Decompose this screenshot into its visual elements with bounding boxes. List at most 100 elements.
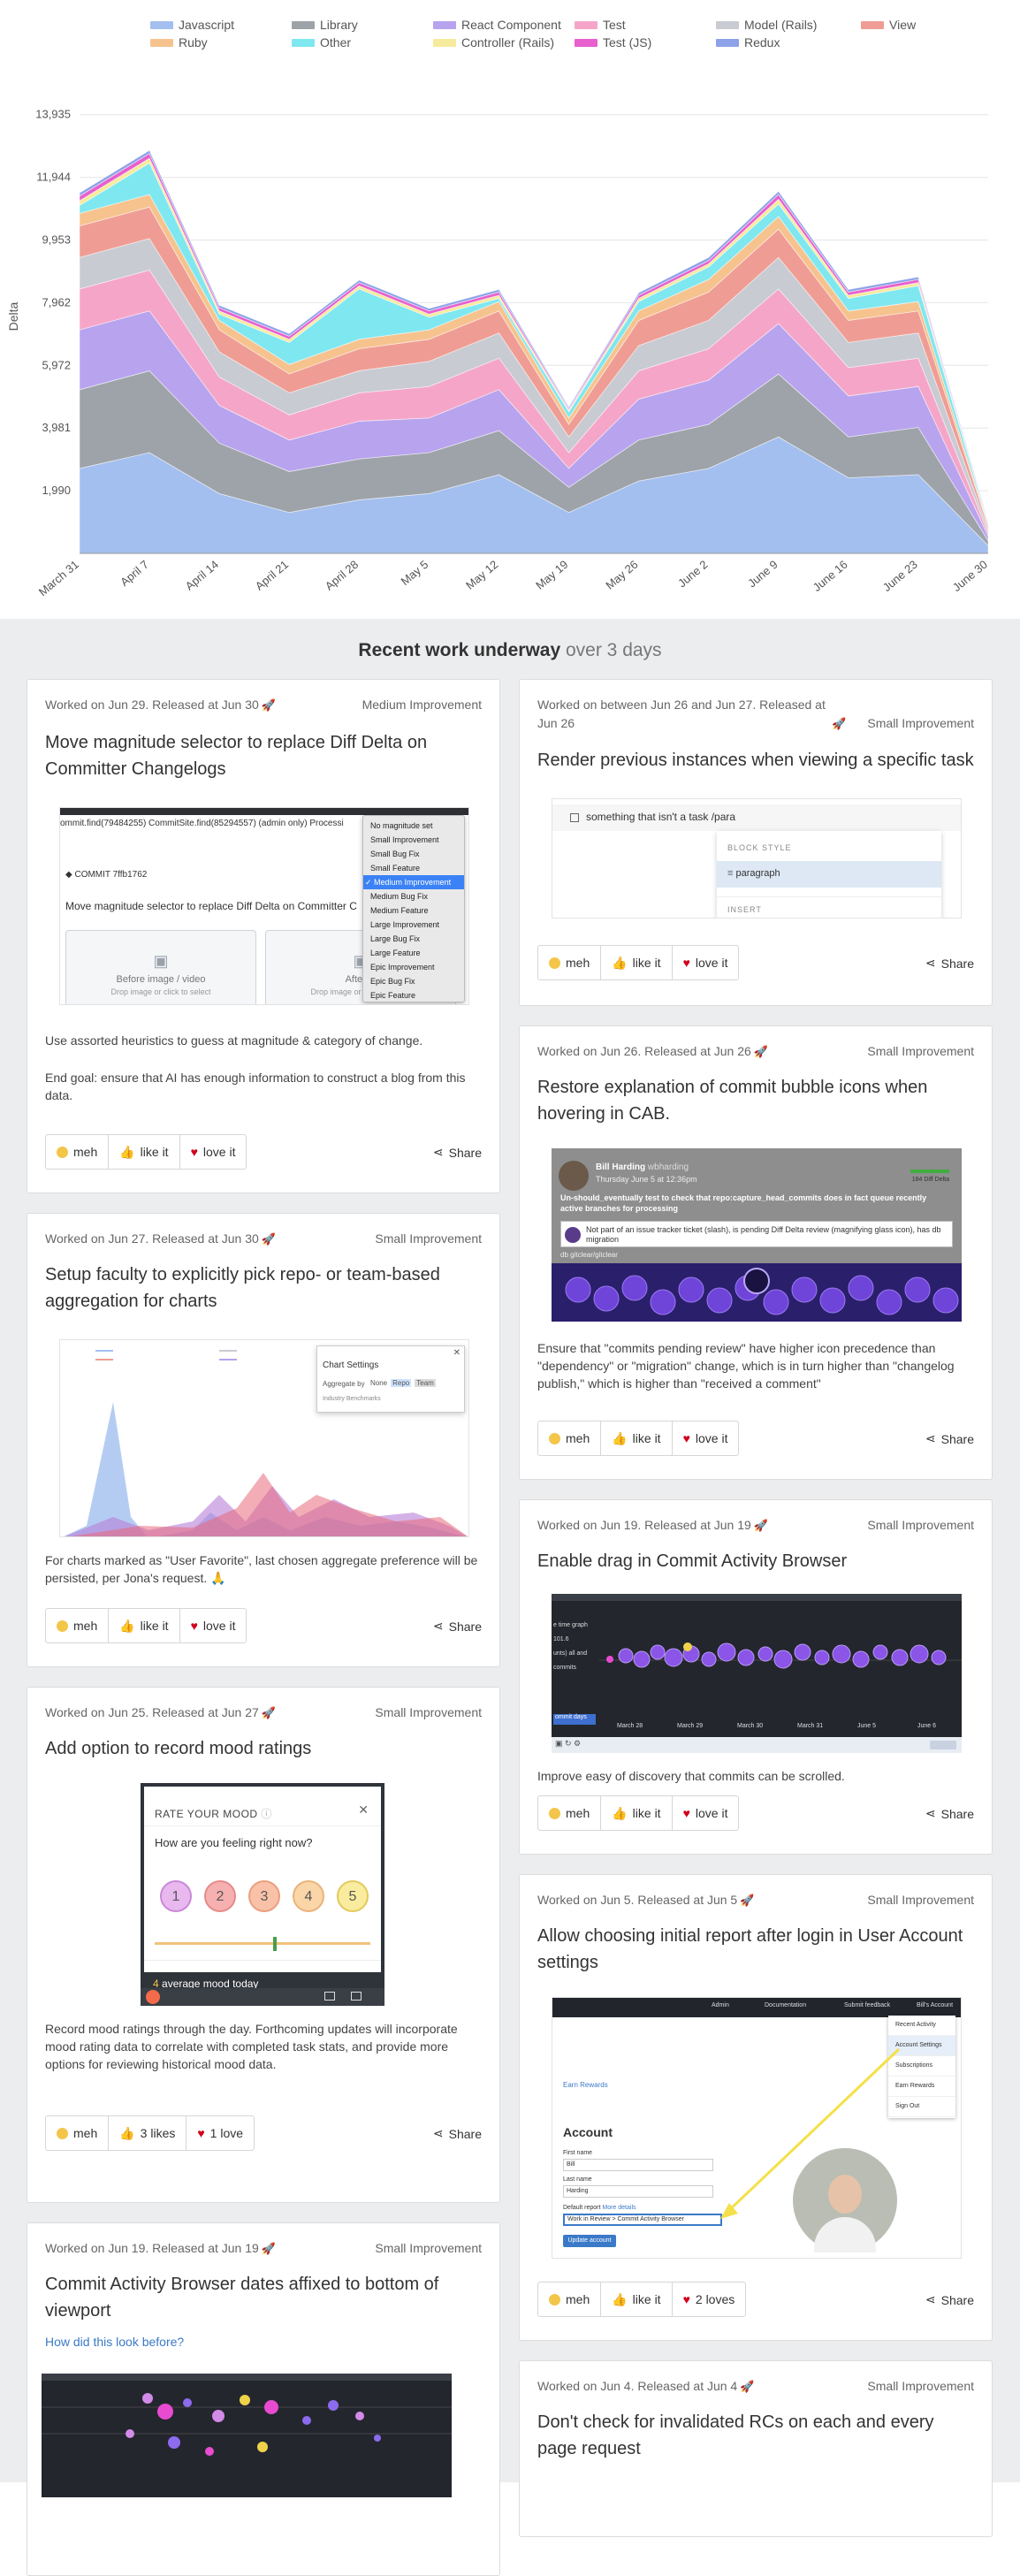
share-button[interactable]: ⋖ Share: [925, 2292, 974, 2307]
meh-button[interactable]: meh: [538, 2283, 602, 2316]
card-kind: Medium Improvement: [362, 697, 482, 712]
love-button[interactable]: ♥ 2 loves: [682, 2292, 735, 2306]
love-button[interactable]: ♥ 1 love: [197, 2126, 244, 2140]
bubble-timeline: [42, 2393, 452, 2456]
card-kind: Small Improvement: [867, 1518, 974, 1532]
like-button[interactable]: 👍 like it: [601, 2283, 673, 2316]
love-button[interactable]: ♥ love it: [682, 1806, 728, 1820]
default-report-select[interactable]: Work in Review > Commit Activity Browser: [563, 2214, 722, 2226]
y-tick-label: 13,935: [35, 108, 71, 121]
love-button[interactable]: ♥ love it: [190, 1619, 236, 1633]
mood-option-3[interactable]: 3: [248, 1880, 280, 1912]
legend-item[interactable]: Test (JS): [575, 35, 651, 50]
magnitude-option[interactable]: No magnitude set: [370, 821, 433, 830]
legend-item[interactable]: React Component: [433, 18, 561, 32]
like-button[interactable]: 👍 like it: [601, 946, 673, 979]
nav-item[interactable]: Admin: [712, 2002, 729, 2008]
last-name-field[interactable]: Harding: [563, 2185, 713, 2198]
magnitude-option[interactable]: Medium Bug Fix: [370, 892, 429, 901]
meh-button[interactable]: meh: [538, 946, 602, 979]
meh-button[interactable]: meh: [538, 1421, 602, 1455]
magnitude-option[interactable]: Epic Bug Fix: [370, 977, 415, 986]
card-title: Don't check for invalidated RCs on each …: [537, 2412, 934, 2458]
close-icon[interactable]: ✕: [358, 1802, 369, 1817]
magnitude-option[interactable]: Medium Feature: [370, 906, 429, 915]
legend-item[interactable]: Ruby: [150, 35, 208, 50]
mood-option-2[interactable]: 2: [204, 1880, 236, 1912]
mood-option-1[interactable]: 1: [160, 1880, 192, 1912]
legend-item[interactable]: Controller (Rails): [433, 35, 554, 50]
meh-face-icon: [57, 2127, 68, 2139]
earn-rewards-link[interactable]: Earn Rewards: [563, 2081, 608, 2089]
heart-icon: ♥: [190, 1145, 198, 1159]
like-button[interactable]: 👍 like it: [601, 1421, 673, 1455]
section-title-muted: over 3 days: [560, 640, 662, 660]
share-button[interactable]: ⋖ Share: [925, 1806, 974, 1821]
legend-swatch: [575, 38, 598, 47]
nav-item[interactable]: Bill's Account: [917, 2002, 954, 2008]
account-menu-item[interactable]: Recent Activity: [888, 2016, 955, 2036]
card-desc: For charts marked as "User Favorite", la…: [45, 1553, 478, 1585]
cab-date-label: June 6: [917, 1723, 937, 1729]
legend-item[interactable]: Model (Rails): [716, 18, 817, 32]
first-name-field[interactable]: Bill: [563, 2159, 713, 2171]
card-title: Move magnitude selector to replace Diff …: [45, 733, 428, 779]
mood-option-4[interactable]: 4: [293, 1880, 324, 1912]
like-button[interactable]: 👍 3 likes: [109, 2116, 187, 2150]
nav-item[interactable]: Documentation: [765, 2002, 807, 2008]
before-look-link[interactable]: How did this look before?: [45, 2335, 185, 2349]
shot-commit-title: Move magnitude selector to replace Diff …: [65, 900, 357, 912]
thumbs-up-icon: 👍: [612, 1430, 628, 1445]
meh-button[interactable]: meh: [46, 1135, 110, 1169]
magnitude-option[interactable]: ✓ Medium Improvement: [363, 875, 464, 889]
update-account-button[interactable]: Update account: [563, 2235, 616, 2247]
legend-label: Ruby: [179, 35, 208, 50]
magnitude-option[interactable]: Large Feature: [370, 949, 421, 957]
like-button[interactable]: 👍 like it: [109, 1609, 180, 1642]
magnitude-option[interactable]: Epic Feature: [370, 991, 416, 1000]
legend-item[interactable]: Redux: [716, 35, 780, 50]
magnitude-option[interactable]: Small Bug Fix: [370, 850, 420, 858]
magnitude-option[interactable]: Large Bug Fix: [370, 934, 421, 943]
like-button[interactable]: 👍 like it: [601, 1796, 673, 1830]
paragraph-option[interactable]: ≡ paragraph: [727, 868, 780, 879]
share-button[interactable]: ⋖ Share: [925, 1431, 974, 1446]
love-button[interactable]: ♥ love it: [682, 956, 728, 970]
magnitude-option[interactable]: Epic Improvement: [370, 963, 435, 972]
work-card: Worked on Jun 5. Released at Jun 5 🚀 Small…: [519, 1874, 993, 2341]
love-button[interactable]: ♥ love it: [190, 1145, 236, 1159]
x-tick-label: May 19: [533, 558, 570, 592]
account-menu-item[interactable]: Earn Rewards: [888, 2077, 955, 2097]
share-button[interactable]: ⋖ Share: [925, 956, 974, 971]
delta-chart: Javascript Library React Component Test Mode…: [0, 0, 1020, 619]
card-date: Worked on Jun 19. Released at Jun 19: [537, 1518, 751, 1532]
account-menu-item[interactable]: Subscriptions: [888, 2056, 955, 2077]
magnitude-option[interactable]: Small Feature: [370, 864, 421, 873]
meh-button[interactable]: meh: [538, 1796, 602, 1830]
legend-item[interactable]: Javascript: [150, 18, 234, 32]
meh-button[interactable]: meh: [46, 2116, 110, 2150]
love-button[interactable]: ♥ love it: [682, 1431, 728, 1445]
share-button[interactable]: ⋖ Share: [432, 2126, 482, 2141]
legend-item[interactable]: Test: [575, 18, 626, 32]
meh-button[interactable]: meh: [46, 1609, 110, 1642]
window-icon: [324, 1992, 335, 2001]
magnitude-option[interactable]: Large Improvement: [370, 920, 440, 929]
account-menu-item[interactable]: Sign Out: [888, 2097, 955, 2117]
share-button[interactable]: ⋖ Share: [432, 1619, 482, 1634]
share-button[interactable]: ⋖ Share: [432, 1145, 482, 1160]
card-screenshot: Bill Harding wbharding Thursday June 5 a…: [552, 1148, 962, 1322]
mood-option-5[interactable]: 5: [337, 1880, 369, 1912]
task-checkbox[interactable]: [570, 813, 579, 822]
account-menu-item[interactable]: Account Settings: [888, 2036, 955, 2056]
magnitude-option[interactable]: Small Improvement: [370, 835, 439, 844]
legend-item[interactable]: View: [861, 18, 916, 32]
like-button[interactable]: 👍 like it: [109, 1135, 180, 1169]
legend-label: Controller (Rails): [461, 35, 555, 50]
mood-slider-handle[interactable]: [273, 1937, 277, 1951]
legend-item[interactable]: Library: [292, 18, 358, 32]
legend-item[interactable]: Other: [292, 35, 351, 50]
mood-slider-track[interactable]: [155, 1942, 370, 1945]
nav-item[interactable]: Submit feedback: [844, 2002, 891, 2008]
meh-face-icon: [549, 2293, 560, 2305]
